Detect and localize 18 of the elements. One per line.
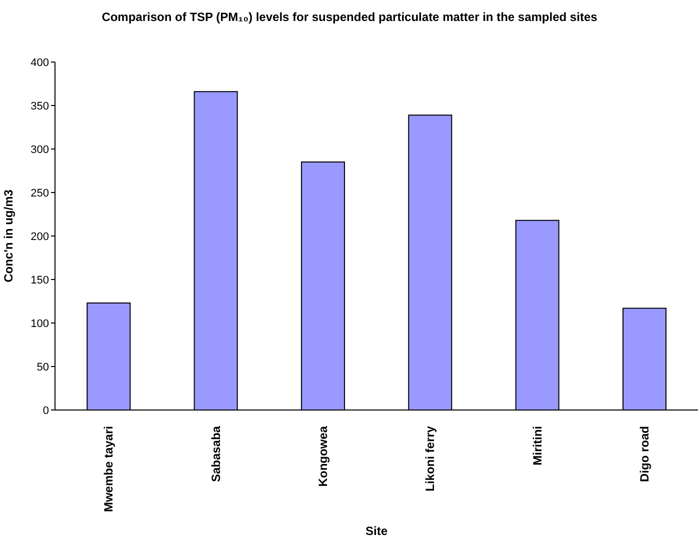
- y-tick-label: 400: [30, 56, 49, 69]
- x-tick-label: Miritini: [530, 426, 544, 466]
- x-tick-label: Sabasaba: [208, 426, 223, 482]
- y-axis-title: Conc'n in ug/m3: [1, 189, 16, 282]
- x-tick-label: Digo road: [637, 426, 652, 482]
- y-tick-label: 250: [30, 187, 49, 200]
- y-tick-label: 100: [30, 318, 49, 330]
- x-tick-label: Mwembe tayari: [102, 426, 116, 512]
- x-tick-label: Kongowea: [316, 426, 330, 487]
- y-tick-label: 50: [36, 361, 49, 374]
- y-tick-label: 350: [30, 100, 49, 112]
- y-tick-label: 300: [30, 144, 49, 156]
- y-tick-label: 200: [30, 230, 49, 243]
- y-tick-label: 0: [42, 404, 49, 417]
- x-tick-label: Likoni ferry: [423, 426, 438, 492]
- chart-title: Comparison of TSP (PM₁₀) levels for suspended particulate matter in the sampled sites: [100, 10, 598, 24]
- x-axis-title: Site: [365, 524, 388, 538]
- y-tick-label: 150: [30, 274, 49, 286]
